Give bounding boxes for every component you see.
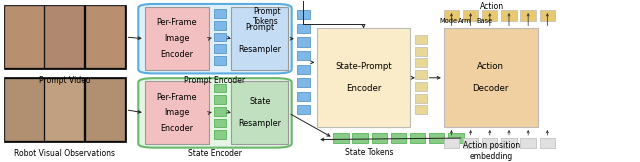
Bar (444, 10, 459, 21)
Bar (297, 65, 310, 74)
Bar (463, 10, 478, 21)
Bar (482, 138, 497, 148)
Bar (214, 95, 226, 104)
Text: Mode: Mode (439, 18, 458, 24)
Bar (415, 105, 426, 115)
Bar (410, 133, 425, 143)
Text: State Encoder: State Encoder (188, 149, 242, 158)
Text: Arm: Arm (458, 18, 472, 24)
Bar (297, 51, 310, 60)
Text: Action: Action (479, 2, 504, 11)
Bar (145, 7, 209, 70)
Bar (297, 10, 310, 19)
Text: State: State (249, 97, 271, 106)
Text: Encoder: Encoder (160, 50, 193, 59)
Text: Base: Base (476, 18, 492, 24)
Bar (415, 58, 426, 67)
Text: State-Prompt: State-Prompt (335, 62, 392, 71)
Bar (214, 21, 226, 30)
Bar (501, 10, 516, 21)
Bar (4, 79, 44, 141)
Bar (45, 6, 84, 68)
Bar (86, 79, 125, 141)
Text: Resampler: Resampler (238, 45, 281, 54)
Text: Prompt Video: Prompt Video (39, 76, 91, 85)
Text: Action position
embedding: Action position embedding (463, 141, 520, 161)
Text: Image: Image (164, 34, 189, 43)
Bar (391, 133, 406, 143)
Bar (540, 10, 555, 21)
FancyBboxPatch shape (138, 78, 292, 148)
Bar (448, 133, 463, 143)
Bar (4, 5, 125, 69)
Bar (501, 138, 516, 148)
Text: Prompt Encoder: Prompt Encoder (184, 76, 246, 85)
Bar (444, 138, 459, 148)
Bar (297, 24, 310, 33)
Bar (415, 46, 426, 56)
Text: Robot Visual Observations: Robot Visual Observations (14, 149, 115, 158)
Bar (297, 78, 310, 87)
Text: Resampler: Resampler (238, 119, 281, 128)
Bar (45, 79, 84, 141)
Text: Encoder: Encoder (346, 84, 381, 93)
Bar (86, 6, 125, 68)
Bar (444, 28, 538, 127)
Text: Decoder: Decoder (472, 84, 509, 93)
Text: Prompt
Tokens: Prompt Tokens (253, 7, 281, 26)
Bar (297, 92, 310, 101)
Text: Action: Action (477, 62, 504, 71)
Bar (540, 138, 555, 148)
Bar (317, 28, 410, 127)
Text: Per-Frame: Per-Frame (156, 18, 197, 27)
Bar (297, 105, 310, 115)
Bar (214, 9, 226, 18)
Bar (353, 133, 368, 143)
Bar (214, 107, 226, 116)
Bar (297, 37, 310, 47)
Bar (429, 133, 444, 143)
Bar (333, 133, 349, 143)
Text: Prompt: Prompt (245, 23, 275, 32)
Text: Encoder: Encoder (160, 124, 193, 133)
FancyBboxPatch shape (138, 4, 292, 73)
Bar (415, 82, 426, 91)
Bar (214, 130, 226, 139)
Bar (4, 6, 44, 68)
Bar (415, 94, 426, 103)
Bar (520, 10, 536, 21)
Bar (372, 133, 387, 143)
Bar (145, 81, 209, 145)
Text: State Tokens: State Tokens (346, 148, 394, 157)
Bar (415, 70, 426, 79)
Bar (463, 138, 478, 148)
Bar (4, 77, 125, 142)
Bar (482, 10, 497, 21)
Text: Image: Image (164, 108, 189, 117)
Bar (231, 81, 289, 145)
Bar (415, 35, 426, 44)
Bar (214, 33, 226, 41)
Bar (214, 44, 226, 53)
Bar (214, 56, 226, 65)
Bar (231, 7, 289, 70)
Bar (214, 119, 226, 127)
Bar (214, 84, 226, 92)
Text: Per-Frame: Per-Frame (156, 93, 197, 102)
Bar (520, 138, 536, 148)
